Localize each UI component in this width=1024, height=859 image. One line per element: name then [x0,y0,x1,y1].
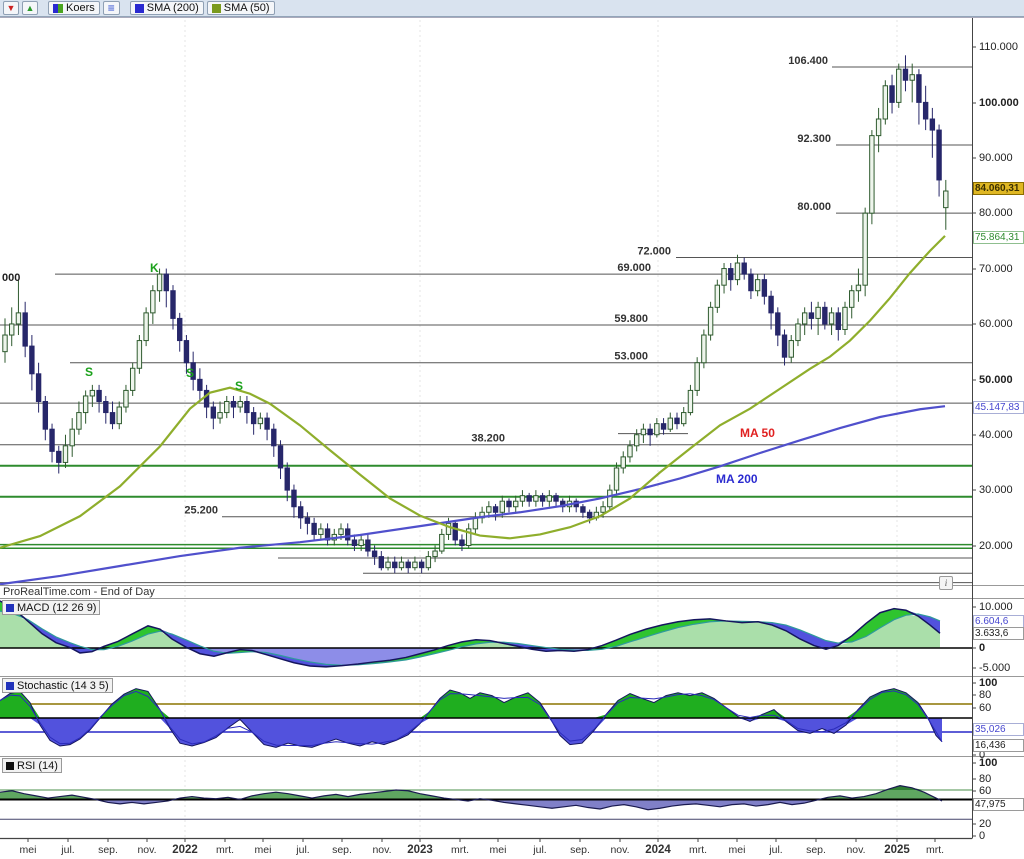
sma50-button[interactable]: SMA (50) [206,1,275,15]
level-label: 69.000 [617,262,651,274]
koers-button[interactable]: Koers [48,1,100,15]
chart-annotation: 000 [2,272,20,284]
list-icon: ≡ [107,1,115,15]
candlestick-icon [53,3,63,13]
rsi-indicator-label[interactable]: RSI (14) [2,758,62,773]
macd-indicator-label[interactable]: MACD (12 26 9) [2,600,101,615]
sma50-label: SMA (50) [223,2,270,14]
level-label: 80.000 [797,201,831,213]
chart-annotation: S [85,365,93,379]
chart-annotation: S [186,366,194,380]
level-label: 59.800 [614,313,648,325]
rsi-label-text: RSI (14) [17,759,58,772]
level-label: 92.300 [797,133,831,145]
stochastic-label-text: Stochastic (14 3 5) [17,679,109,692]
chart-annotation: S [235,379,243,393]
red-down-arrow-icon: ▼ [6,3,16,13]
level-label: 25.200 [184,505,218,517]
info-icon[interactable]: i [939,576,953,590]
level-label: 38.200 [471,433,505,445]
koers-label: Koers [66,2,95,14]
sma200-label: SMA (200) [146,2,199,14]
sma200-button[interactable]: SMA (200) [129,1,204,15]
chart-annotation: K [150,261,159,275]
green-up-arrow-icon: ▲ [25,3,35,13]
rsi-swatch-icon [6,761,14,770]
macd-label-text: MACD (12 26 9) [17,601,97,614]
scroll-down-button[interactable]: ▼ [3,1,19,15]
list-button[interactable]: ≡ [102,1,120,15]
level-label: 106.400 [788,55,828,67]
chart-annotation: MA 50 [740,426,775,440]
toolbar: ▼ ▲ Koers ≡ SMA (200) SMA (50) [0,0,1024,17]
stochastic-swatch-icon [6,681,14,690]
stochastic-indicator-label[interactable]: Stochastic (14 3 5) [2,678,113,693]
sma200-color-swatch-icon [134,3,144,13]
sma50-color-swatch-icon [211,3,221,13]
level-label: 53.000 [614,351,648,363]
chart-annotation: MA 200 [716,472,758,486]
scroll-up-button[interactable]: ▲ [22,1,38,15]
level-label: 72.000 [637,245,671,257]
macd-swatch-icon [6,603,14,612]
watermark: ProRealTime.com - End of Day [3,586,155,598]
